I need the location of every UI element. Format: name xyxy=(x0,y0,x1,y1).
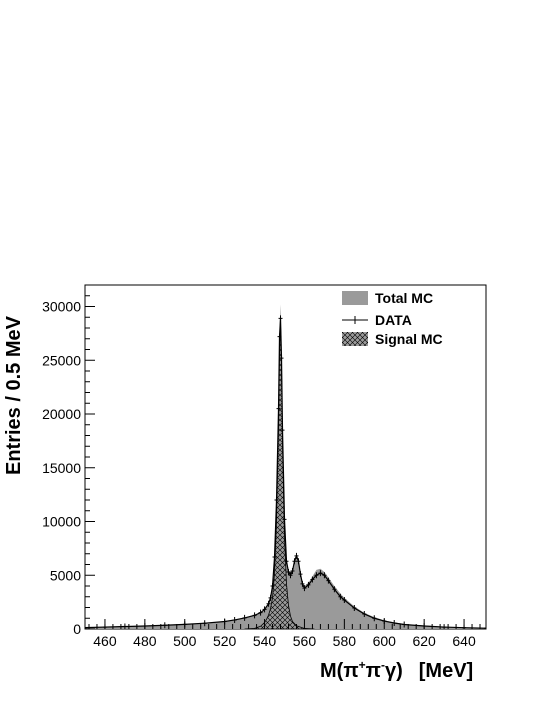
data-point xyxy=(342,596,347,603)
data-point xyxy=(290,567,295,574)
data-point xyxy=(402,621,407,628)
data-point xyxy=(288,572,293,579)
data-point xyxy=(280,427,285,434)
data-point xyxy=(292,558,297,565)
data-point xyxy=(392,619,397,626)
data-point xyxy=(282,516,287,523)
data-point xyxy=(352,605,357,612)
data-point xyxy=(306,581,311,588)
data-point xyxy=(322,572,327,579)
data-point xyxy=(278,315,283,322)
y-tick-label: 15000 xyxy=(42,460,81,476)
data-point xyxy=(242,614,247,621)
x-tick-label: 580 xyxy=(333,633,357,649)
data-point xyxy=(162,622,167,629)
data-point xyxy=(318,570,323,577)
data-point xyxy=(268,594,273,601)
x-tick-label: 520 xyxy=(213,633,237,649)
data-point xyxy=(252,612,257,619)
data-point xyxy=(274,497,279,503)
data-point xyxy=(338,593,343,600)
y-tick-label: 10000 xyxy=(42,514,81,530)
x-axis-title: M(π+π-γ) [MeV] xyxy=(320,658,473,682)
x-tick-label: 600 xyxy=(373,633,397,649)
data-point xyxy=(332,586,337,593)
data-point xyxy=(314,572,319,579)
data-point xyxy=(266,600,271,607)
data-point xyxy=(484,625,486,629)
data-point xyxy=(442,624,447,629)
data-point xyxy=(277,333,282,340)
legend-swatch-signal-mc xyxy=(342,332,368,346)
data-point xyxy=(258,609,263,616)
x-tick-label: 480 xyxy=(133,633,157,649)
data-point xyxy=(232,616,237,623)
data-point xyxy=(286,569,291,576)
legend-label-total-mc: Total MC xyxy=(375,290,433,306)
data-point xyxy=(294,552,299,559)
x-tick-label: 640 xyxy=(452,633,476,649)
x-tick-label: 500 xyxy=(173,633,197,649)
x-tick-label: 460 xyxy=(93,633,117,649)
data-point xyxy=(300,580,305,587)
data-point xyxy=(202,620,207,627)
data-point xyxy=(85,624,87,629)
x-tick-label: 620 xyxy=(412,633,436,649)
legend-label-signal-mc: Signal MC xyxy=(375,331,443,347)
y-tick-label: 20000 xyxy=(42,406,81,422)
legend: Total MC DATA Signal MC xyxy=(342,290,443,347)
x-tick-label: 560 xyxy=(293,633,317,649)
data-point xyxy=(298,571,303,578)
data-point xyxy=(262,606,267,613)
data-point xyxy=(362,610,367,617)
data-point xyxy=(296,558,301,565)
x-tick-label: 540 xyxy=(253,633,277,649)
data-point xyxy=(372,615,377,622)
ticks-layer: 460 480 500 520 540 560 580 600 620 640 0 5000 10000… xyxy=(42,295,481,649)
data-point xyxy=(326,577,331,584)
data-point xyxy=(284,558,289,565)
data-point xyxy=(122,623,127,629)
data-point xyxy=(302,585,307,592)
y-axis-title: Entries / 0.5 MeV xyxy=(3,315,25,475)
legend-swatch-total-mc xyxy=(342,291,368,305)
data-point xyxy=(272,553,277,560)
data-point xyxy=(279,355,284,362)
y-tick-label: 25000 xyxy=(42,352,81,368)
data-point xyxy=(310,576,315,583)
y-tick-label: 5000 xyxy=(50,567,81,583)
data-point xyxy=(270,583,275,589)
data-point xyxy=(276,405,281,412)
y-tick-label: 30000 xyxy=(42,299,81,315)
legend-label-data: DATA xyxy=(375,312,412,328)
y-tick-label: 0 xyxy=(73,621,81,637)
